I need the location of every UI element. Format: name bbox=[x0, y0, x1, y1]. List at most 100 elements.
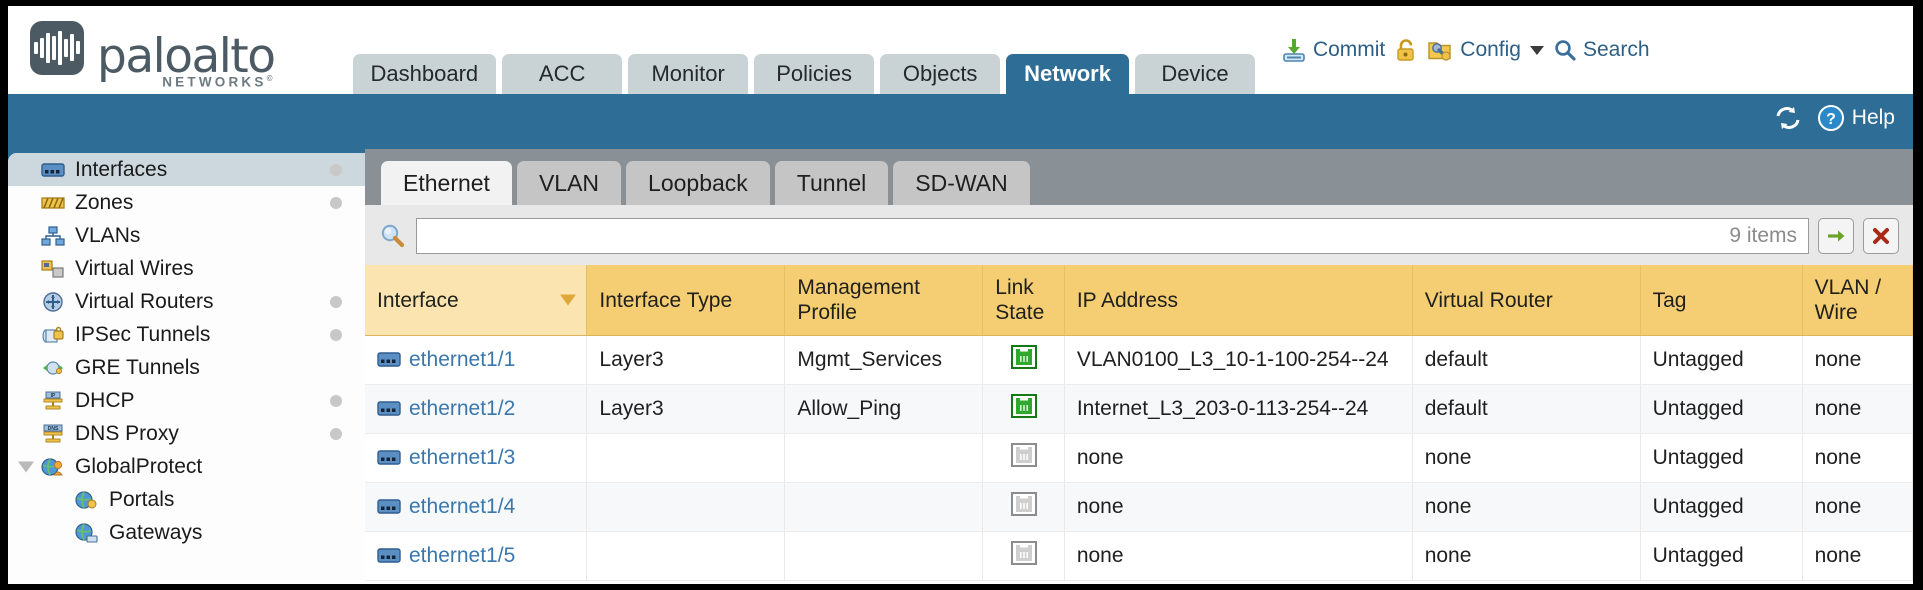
sidebar-item-virtual-wires[interactable]: Virtual Wires bbox=[8, 252, 365, 285]
column-header-interface[interactable]: Interface bbox=[365, 265, 588, 337]
sidebar-item-interfaces[interactable]: Interfaces bbox=[8, 153, 365, 186]
sidebar-item-dhcp[interactable]: IP DHCP bbox=[8, 384, 365, 417]
column-header-management-profile[interactable]: Management Profile bbox=[784, 265, 984, 337]
commit-button[interactable]: Commit bbox=[1281, 37, 1385, 63]
cell-ip-address: none bbox=[1064, 531, 1413, 582]
cell-link-state bbox=[982, 433, 1065, 484]
interface-icon bbox=[377, 400, 401, 418]
nav-tab-monitor[interactable]: Monitor bbox=[628, 54, 749, 94]
sidebar-item-dns-proxy[interactable]: DNS DNS Proxy bbox=[8, 417, 365, 450]
sidebar-item-ipsec-tunnels[interactable]: IPSec Tunnels bbox=[8, 318, 365, 351]
interface-link[interactable]: ethernet1/2 bbox=[409, 397, 516, 421]
sidebar-item-label: Gateways bbox=[109, 520, 203, 544]
nav-tab-objects[interactable]: Objects bbox=[880, 54, 1001, 94]
vlans-icon bbox=[40, 225, 66, 247]
cell-interface[interactable]: ethernet1/2 bbox=[365, 384, 588, 435]
search-button[interactable]: Search bbox=[1553, 38, 1650, 62]
column-header-ip-address[interactable]: IP Address bbox=[1064, 265, 1413, 337]
cell-interface[interactable]: ethernet1/1 bbox=[365, 335, 588, 386]
sidebar-item-portals[interactable]: Portals bbox=[8, 483, 365, 516]
config-menu[interactable]: Config bbox=[1427, 37, 1544, 63]
cell-management-profile: Allow_Ping bbox=[784, 384, 984, 435]
sidebar-item-vlans[interactable]: VLANs bbox=[8, 219, 365, 252]
column-header-interface-type[interactable]: Interface Type bbox=[586, 265, 786, 337]
zones-icon bbox=[40, 192, 66, 214]
nav-tab-network[interactable]: Network bbox=[1006, 54, 1129, 94]
status-dot bbox=[330, 163, 342, 176]
cell-management-profile bbox=[784, 482, 984, 533]
sidebar-item-label: Interfaces bbox=[75, 157, 168, 181]
column-header-vlan-wire[interactable]: VLAN / Wire bbox=[1802, 265, 1913, 337]
cell-management-profile bbox=[784, 433, 984, 484]
nav-tab-device[interactable]: Device bbox=[1134, 54, 1255, 94]
sidebar-item-label: Zones bbox=[75, 190, 134, 214]
lock-icon bbox=[1394, 37, 1418, 63]
column-header-tag[interactable]: Tag bbox=[1640, 265, 1803, 337]
cell-virtual-router: none bbox=[1412, 482, 1641, 533]
link-state-up-icon bbox=[1009, 393, 1039, 419]
help-label: Help bbox=[1851, 106, 1895, 129]
refresh-icon[interactable] bbox=[1773, 105, 1803, 131]
filter-input[interactable]: 9 items bbox=[416, 218, 1809, 254]
cell-interface[interactable]: ethernet1/3 bbox=[365, 433, 588, 484]
cell-tag: Untagged bbox=[1640, 482, 1803, 533]
filter-bar: 9 items bbox=[365, 215, 1913, 257]
interface-tab-vlan[interactable]: VLAN bbox=[516, 161, 622, 205]
status-dot bbox=[330, 295, 342, 308]
interfaces-panel: 9 items bbox=[365, 205, 1913, 584]
column-header-link-state[interactable]: Link State bbox=[982, 265, 1065, 337]
interface-link[interactable]: ethernet1/3 bbox=[409, 446, 516, 470]
column-header-virtual-router[interactable]: Virtual Router bbox=[1412, 265, 1641, 337]
column-header-label: IP Address bbox=[1076, 288, 1179, 312]
cell-interface[interactable]: ethernet1/5 bbox=[365, 531, 588, 582]
table-body: ethernet1/1 Layer3 Mgmt_Services VLAN0100_L… bbox=[365, 335, 1913, 582]
table-row[interactable]: ethernet1/1 Layer3 Mgmt_Services VLAN0100_L… bbox=[365, 335, 1913, 386]
column-header-label: Interface bbox=[377, 288, 459, 312]
sidebar-item-gre-tunnels[interactable]: GRE Tunnels bbox=[8, 351, 365, 384]
clear-filter-button[interactable] bbox=[1863, 218, 1899, 254]
body: Interfaces Zones VLANs Virtual Wires Virtual… bbox=[8, 149, 1913, 584]
table-header-row: Interface Interface Type Management Profil… bbox=[365, 265, 1913, 337]
cell-link-state bbox=[982, 335, 1065, 386]
expand-triangle-icon[interactable] bbox=[18, 461, 34, 472]
brand-subtitle: NETWORKS© bbox=[162, 73, 273, 89]
cell-interface-type bbox=[586, 433, 786, 484]
help-button[interactable]: ? Help bbox=[1817, 104, 1895, 132]
interface-icon bbox=[377, 351, 401, 369]
cell-virtual-router: none bbox=[1412, 531, 1641, 582]
interface-link[interactable]: ethernet1/4 bbox=[409, 495, 516, 519]
magnifier-icon[interactable] bbox=[379, 222, 407, 250]
sidebar-item-virtual-routers[interactable]: Virtual Routers bbox=[8, 285, 365, 318]
cell-management-profile: Mgmt_Services bbox=[784, 335, 984, 386]
interface-link[interactable]: ethernet1/1 bbox=[409, 348, 516, 372]
table-row[interactable]: ethernet1/4 none none Untagged none bbox=[365, 482, 1913, 533]
interface-tab-ethernet[interactable]: Ethernet bbox=[381, 161, 512, 205]
apply-filter-button[interactable] bbox=[1818, 218, 1854, 254]
brand-name: paloalto bbox=[97, 28, 276, 84]
sidebar-item-label: GRE Tunnels bbox=[75, 355, 200, 379]
sidebar-item-label: IPSec Tunnels bbox=[75, 322, 211, 346]
sidebar-item-globalprotect[interactable]: GlobalProtect bbox=[8, 450, 365, 483]
lock-button[interactable] bbox=[1394, 37, 1418, 63]
interface-tab-loopback[interactable]: Loopback bbox=[626, 161, 770, 205]
sidebar-item-zones[interactable]: Zones bbox=[8, 186, 365, 219]
column-sort-chevron-icon[interactable] bbox=[560, 294, 577, 306]
cell-interface[interactable]: ethernet1/4 bbox=[365, 482, 588, 533]
nav-tab-dashboard[interactable]: Dashboard bbox=[352, 54, 497, 94]
interface-tab-tunnel[interactable]: Tunnel bbox=[774, 161, 889, 205]
interface-tab-sd-wan[interactable]: SD-WAN bbox=[893, 161, 1030, 205]
table-row[interactable]: ethernet1/2 Layer3 Allow_Ping Internet_L3_2… bbox=[365, 384, 1913, 435]
nav-tab-policies[interactable]: Policies bbox=[754, 54, 875, 94]
brand-logo: paloalto NETWORKS© bbox=[30, 20, 276, 88]
table-row[interactable]: ethernet1/3 none none Untagged none bbox=[365, 433, 1913, 484]
column-header-label: VLAN / Wire bbox=[1814, 276, 1882, 325]
nav-tab-acc[interactable]: ACC bbox=[502, 54, 623, 94]
cell-management-profile bbox=[784, 531, 984, 582]
status-dot bbox=[330, 196, 342, 209]
status-dot bbox=[330, 328, 342, 341]
sidebar-item-gateways[interactable]: Gateways bbox=[8, 516, 365, 549]
table-row[interactable]: ethernet1/5 none none Untagged none bbox=[365, 531, 1913, 582]
cell-ip-address: Internet_L3_203-0-113-254--24 bbox=[1064, 384, 1413, 435]
interface-link[interactable]: ethernet1/5 bbox=[409, 544, 516, 568]
column-header-label: Link State bbox=[995, 276, 1045, 325]
